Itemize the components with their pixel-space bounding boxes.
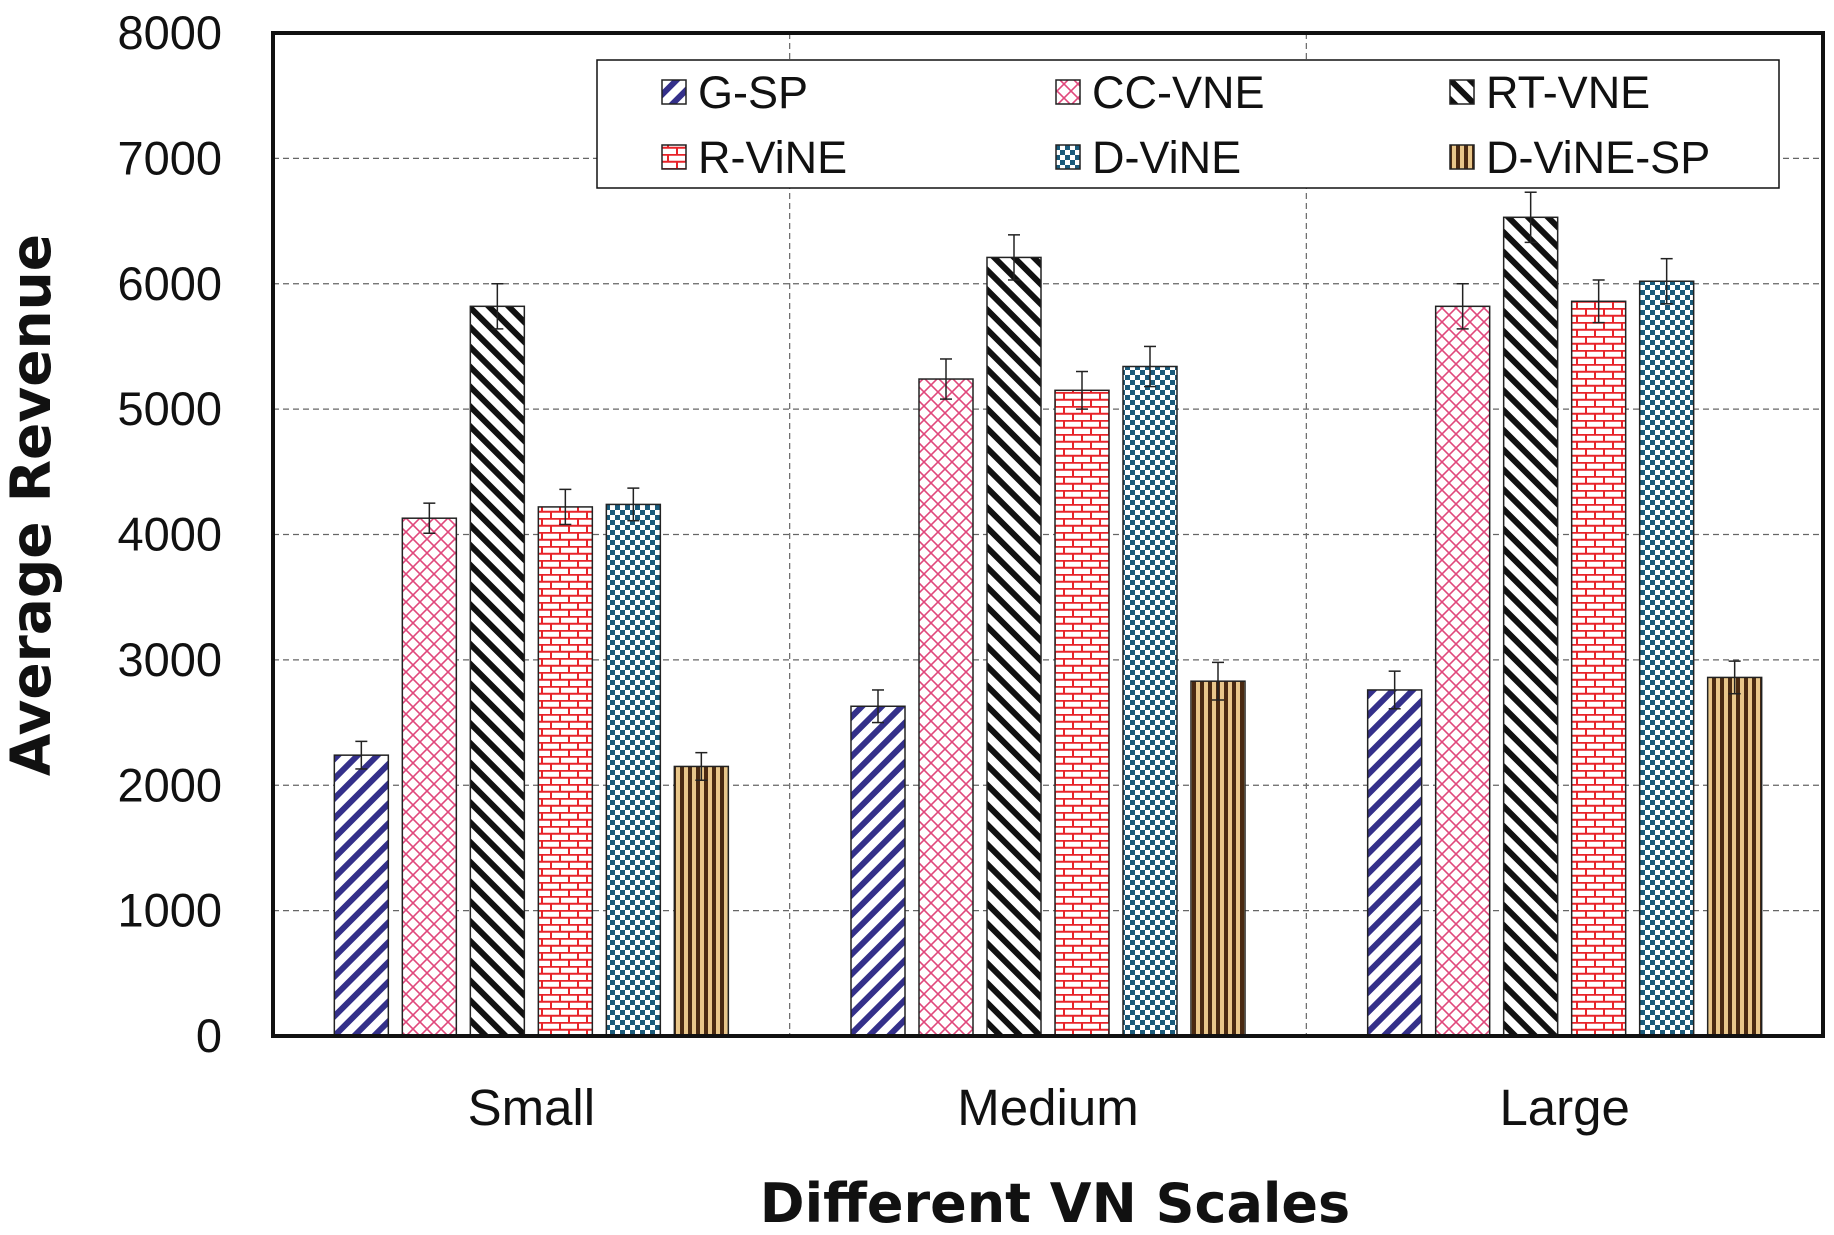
bar-g-sp-medium	[850, 705, 906, 1037]
legend-swatch	[661, 79, 687, 105]
legend-label: R-ViNE	[698, 132, 847, 183]
legend-swatch	[1449, 79, 1475, 105]
legend-box	[596, 59, 1780, 189]
legend-swatch	[1449, 144, 1475, 170]
legend-label: D-ViNE-SP	[1486, 132, 1710, 183]
bar-cc-vne-medium	[918, 378, 974, 1037]
bar-rt-vne-large	[1502, 216, 1559, 1037]
y-tick-label: 4000	[117, 508, 222, 561]
y-axis-title: Average Revenue	[0, 234, 63, 776]
bar-rt-vne-medium	[986, 256, 1042, 1037]
bar-g-sp-large	[1366, 689, 1423, 1037]
bar-d-vine-sp-large	[1706, 676, 1763, 1037]
bar-r-vine-large	[1570, 300, 1627, 1037]
bar-r-vine-small	[537, 506, 594, 1037]
legend-label: CC-VNE	[1092, 67, 1265, 118]
bar-d-vine-sp-small	[673, 765, 730, 1037]
y-tick-label: 1000	[117, 884, 222, 937]
x-axis-title: Different VN Scales	[760, 1172, 1350, 1235]
legend-swatch	[661, 144, 687, 170]
y-tick-label: 8000	[117, 6, 222, 59]
labels: 0 1000 2000 3000 4000 5000 6000 7000 8000 Small Me…	[117, 6, 1629, 1136]
bar-cc-vne-small	[401, 517, 458, 1037]
bar-cc-vne-large	[1434, 305, 1491, 1037]
y-tick-label: 2000	[117, 758, 222, 811]
y-tick-label: 0	[196, 1009, 222, 1062]
bar-rt-vne-small	[469, 305, 526, 1037]
legend-label: D-ViNE	[1092, 132, 1241, 183]
legend-swatch	[1055, 144, 1081, 170]
x-tick-label: Small	[468, 1079, 596, 1136]
y-tick-label: 3000	[117, 633, 222, 686]
legend-label: RT-VNE	[1486, 67, 1650, 118]
legend-label: G-SP	[698, 67, 808, 118]
y-tick-label: 5000	[117, 382, 222, 435]
bars	[333, 191, 1763, 1037]
bar-d-vine-medium	[1122, 365, 1178, 1037]
legend: G-SP CC-VNE RT-VNE R-ViNE D-ViNE D-ViNE-SP	[596, 59, 1780, 189]
x-tick-label: Medium	[957, 1079, 1138, 1136]
bar-d-vine-small	[605, 503, 662, 1037]
plot-area-border	[271, 31, 1825, 1038]
bar-r-vine-medium	[1054, 389, 1110, 1037]
legend-swatch	[1055, 79, 1081, 105]
y-tick-label: 7000	[117, 131, 222, 184]
bar-d-vine-large	[1638, 280, 1695, 1037]
y-tick-label: 6000	[117, 257, 222, 310]
axes	[271, 31, 1825, 1038]
bar-g-sp-small	[333, 754, 390, 1037]
bar-d-vine-sp-medium	[1190, 680, 1246, 1037]
x-tick-label: Large	[1499, 1079, 1629, 1136]
